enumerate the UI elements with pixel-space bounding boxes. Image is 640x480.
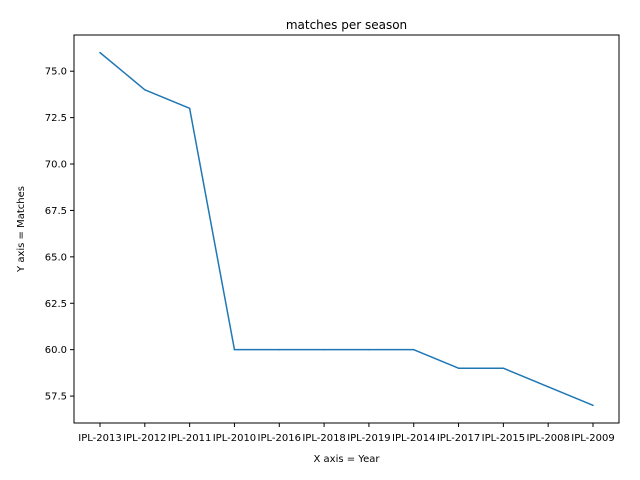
- data-point: [323, 348, 325, 351]
- x-tick-label: IPL-2015: [482, 433, 525, 444]
- data-point: [188, 107, 191, 110]
- x-tick-label: IPL-2012: [123, 433, 166, 444]
- x-tick-label: IPL-2011: [168, 433, 211, 444]
- x-tick-label: IPL-2013: [78, 433, 121, 444]
- y-axis: 57.5 60.0 62.5 65.0 67.5 70.0 72.5 75.0: [45, 67, 74, 403]
- x-tick-label: IPL-2016: [258, 433, 301, 444]
- x-tick-label: IPL-2019: [347, 433, 390, 444]
- y-tick-label: 70.0: [45, 160, 67, 171]
- data-point: [412, 348, 415, 351]
- data-point: [278, 348, 281, 351]
- data-point: [99, 51, 101, 54]
- data-point: [547, 386, 549, 388]
- y-tick-label: 75.0: [45, 67, 67, 78]
- data-point: [144, 89, 146, 91]
- x-axis-label: X axis = Year: [314, 454, 381, 465]
- plot-area: [73, 34, 620, 424]
- data-point: [457, 367, 460, 369]
- y-tick-label: 67.5: [45, 206, 67, 217]
- y-tick-label: 60.0: [45, 345, 67, 356]
- x-tick-label: IPL-2017: [437, 433, 480, 444]
- x-tick-label: IPL-2010: [213, 433, 256, 444]
- x-tick-label: IPL-2008: [526, 433, 569, 444]
- y-tick-label: 65.0: [45, 252, 67, 263]
- data-point: [368, 348, 370, 351]
- y-tick-label: 62.5: [45, 299, 67, 310]
- x-tick-label: IPL-2018: [302, 433, 345, 444]
- data-point: [592, 404, 594, 407]
- x-tick-label: IPL-2014: [392, 433, 435, 444]
- x-axis: IPL-2013 IPL-2012 IPL-2011 IPL-2010 IPL-2016…: [78, 423, 615, 444]
- y-tick-label: 57.5: [45, 392, 67, 403]
- data-point: [233, 348, 236, 351]
- data-point: [502, 367, 505, 369]
- series-line: [99, 52, 594, 407]
- y-tick-label: 72.5: [45, 113, 67, 124]
- y-axis-label: Y axis = Matches: [16, 186, 27, 273]
- series-group: [99, 51, 594, 407]
- x-tick-label: IPL-2009: [571, 433, 614, 444]
- chart-title: matches per season: [286, 18, 407, 32]
